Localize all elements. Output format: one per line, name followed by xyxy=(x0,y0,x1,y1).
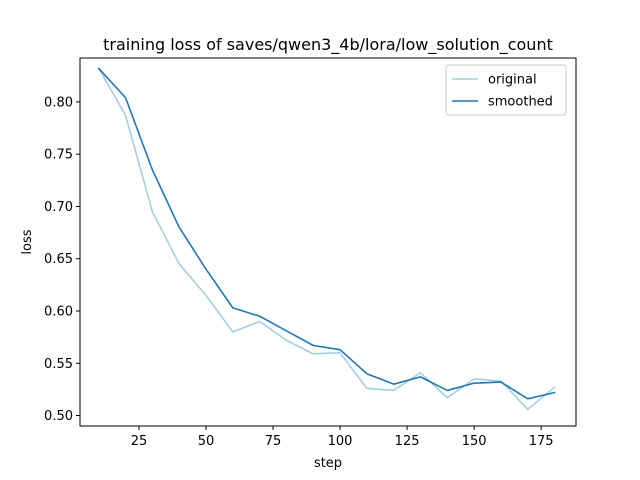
y-axis: 0.50 0.55 0.60 0.65 0.70 0.75 0.80 xyxy=(44,95,80,424)
series-line-original xyxy=(97,67,556,411)
x-tick-label: 75 xyxy=(265,434,282,449)
y-tick-label: 0.70 xyxy=(44,200,73,215)
legend-box xyxy=(445,64,567,116)
legend-label-original: original xyxy=(488,73,537,88)
chart-title: training loss of saves/qwen3_4b/lora/low… xyxy=(103,35,553,55)
x-tick-label: 150 xyxy=(462,434,487,449)
x-axis-label: step xyxy=(314,456,342,471)
y-tick-label: 0.55 xyxy=(44,357,73,372)
y-tick-label: 0.60 xyxy=(44,305,73,320)
y-tick-label: 0.50 xyxy=(44,409,73,424)
legend-label-smoothed: smoothed xyxy=(488,95,553,110)
plot-frame xyxy=(79,57,577,427)
y-axis-label: loss xyxy=(20,229,35,254)
x-tick-label: 25 xyxy=(131,434,148,449)
x-tick-label: 175 xyxy=(529,434,554,449)
y-tick-label: 0.65 xyxy=(44,252,73,267)
x-axis: 25 50 75 100 125 150 175 xyxy=(131,426,554,449)
x-tick-label: 100 xyxy=(328,434,353,449)
x-tick-label: 125 xyxy=(395,434,420,449)
y-tick-label: 0.75 xyxy=(44,148,73,163)
x-tick-label: 50 xyxy=(198,434,215,449)
y-tick-label: 0.80 xyxy=(44,95,73,110)
plot-area xyxy=(97,67,556,411)
legend: original smoothed xyxy=(445,64,567,116)
series-line-smoothed xyxy=(97,67,556,400)
